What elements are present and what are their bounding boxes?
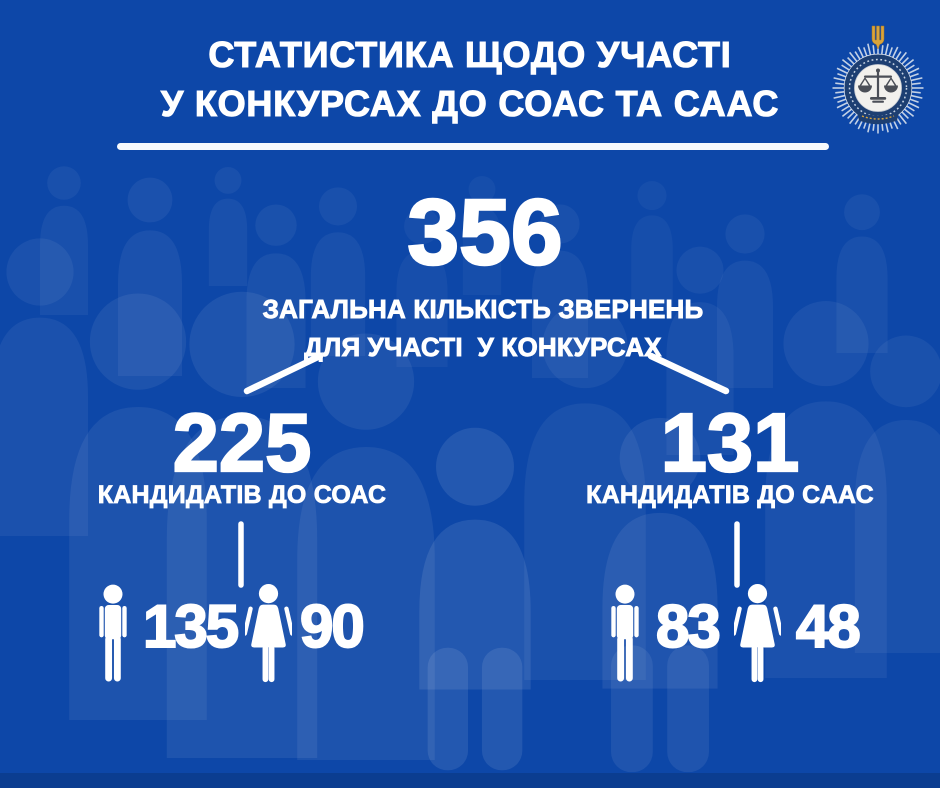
footer-band [0, 773, 940, 788]
emblem-bottom-banner [857, 111, 899, 125]
connector-total-to-soas [243, 352, 324, 395]
male-icon [99, 584, 127, 682]
trident-icon [871, 25, 885, 50]
total-label: ЗАГАЛЬНА КІЛЬКІСТЬ ЗВЕРНЕНЬ ДЛЯ УЧАСТІ У… [13, 290, 940, 366]
saas-candidates-count: 131 [660, 396, 801, 489]
female-icon [734, 584, 781, 683]
saas-female-count: 48 [795, 593, 862, 660]
soas-male-count: 135 [142, 593, 240, 660]
male-icon [611, 584, 639, 682]
scales-of-justice-icon [858, 68, 898, 103]
saas-candidates-label: КАНДИДАТІВ ДО СААС [586, 481, 874, 510]
page-title-line1: СТАТИСТИКА ЩОДО УЧАСТІ [208, 33, 732, 75]
soas-female-count: 90 [299, 593, 366, 660]
emblem-banner-text [861, 115, 895, 120]
saas-male-count: 83 [655, 593, 722, 660]
female-icon [245, 584, 292, 683]
page-title: СТАТИСТИКА ЩОДО УЧАСТІ У КОНКУРСАХ ДО СО… [0, 30, 940, 128]
court-emblem-icon [832, 25, 924, 134]
title-underline [117, 143, 829, 150]
total-value: 356 [406, 180, 564, 284]
soas-candidates-label: КАНДИДАТІВ ДО СОАС [97, 481, 387, 510]
total-label-line1: ЗАГАЛЬНА КІЛЬКІСТЬ ЗВЕРНЕНЬ [262, 294, 704, 325]
soas-candidates-count: 225 [172, 396, 313, 489]
connector-total-to-saas [647, 352, 730, 395]
page-title-line2: У КОНКУРСАХ ДО СОАС ТА СААС [160, 82, 780, 124]
total-label-line2: ДЛЯ УЧАСТІ У КОНКУРСАХ [304, 332, 662, 363]
